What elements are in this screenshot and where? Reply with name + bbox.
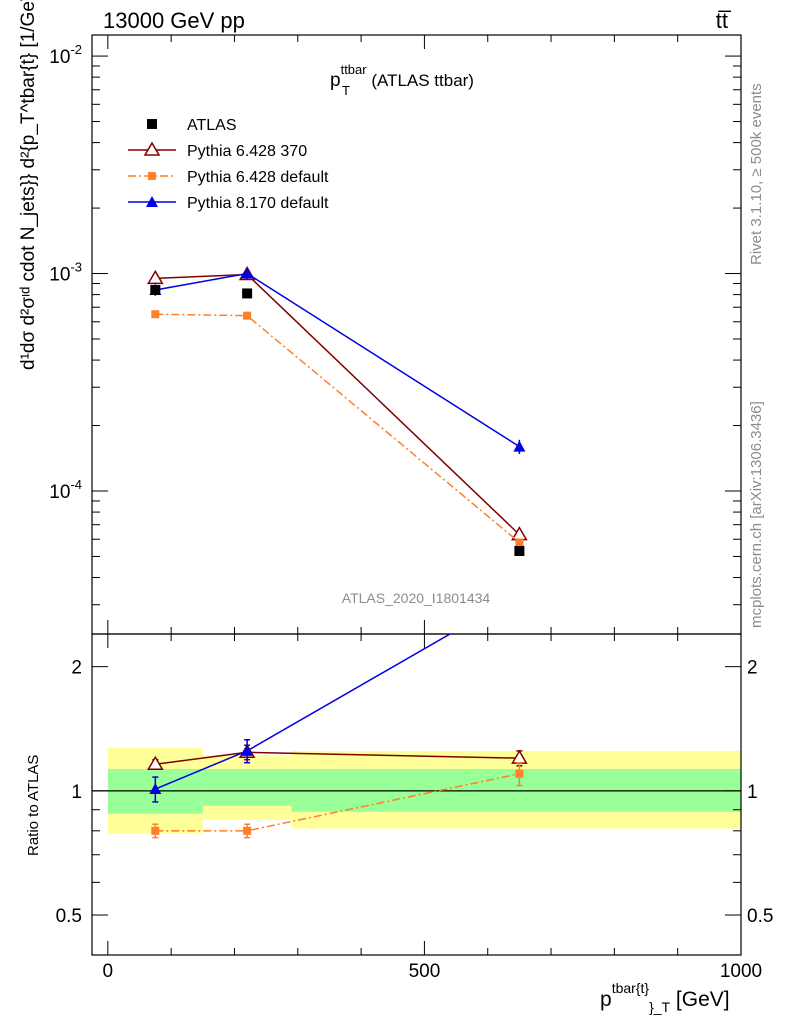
uncertainty-band-green-1 [202,768,292,806]
legend-label: Pythia 6.428 370 [187,143,307,160]
legend: ATLAS Pythia 6.428 370 Pythia 6.428 defaul… [128,117,329,212]
x-axis-label-sub: }_T [649,999,670,1015]
x-axis-label-sup: tbar{t} [612,980,650,996]
ratio-point [243,826,252,835]
ratio-y-tick-label: 1 [71,782,82,803]
data-point [513,440,526,452]
legend-label: Pythia 8.170 default [187,195,329,212]
header-energy: 13000 GeV pp [103,8,245,33]
ratio-y-tick-label-right: 0.5 [747,906,773,927]
series-line [155,313,520,544]
plot-title: pttbar (ATLAS ttbar) [330,62,474,91]
plot-title-main: p [330,70,341,91]
ratio-point [241,744,254,756]
ratio-plot-panel: 0 500 1000 2 2 1 1 0.5 0.5 [56,588,773,982]
legend-marker [147,119,157,129]
legend-entry: Pythia 6.428 default [128,169,329,186]
legend-entry: ATLAS [147,117,237,134]
series-pythia-6-428-default [151,310,524,547]
x-axis-label: ptbar{t} }_T [GeV] [600,980,730,1015]
legend-marker [143,141,161,156]
ratio-series-pythia-8-170-default [149,588,525,803]
series-atlas [150,285,525,556]
x-axis-label-unit: [GeV] [670,988,730,1011]
plot-title-sup: ttbar [341,62,368,77]
data-point [242,288,253,299]
ratio-y-tick-label: 0.5 [56,906,82,927]
main-y-axis-label: d¹dσ d²σᶦᵈ cdot N_jets}} d²{p_T^tbar{t} … [18,0,39,370]
legend-label: ATLAS [187,117,237,134]
header-process: tt̅ [716,8,732,33]
ratio-y-tick-label-right: 2 [747,658,758,679]
ratio-point [149,783,162,795]
y-tick-label: 10-2 [49,42,82,68]
legend-marker [148,172,156,180]
y-tick-label-exp: -2 [70,42,82,57]
data-point [241,267,254,279]
main-series [147,265,528,556]
legend-entry: Pythia 8.170 default [128,195,329,212]
data-point [147,269,164,285]
plot-title-sub: T [342,83,350,98]
mcplots-label: mcplots.cern.ch [arXiv:1306.3436] [748,401,765,628]
x-tick-label: 1000 [720,961,762,982]
ratio-series [147,588,528,839]
ratio-y-axis-label: Ratio to ATLAS [25,755,42,856]
data-point [151,310,160,319]
plot-title-rest: (ATLAS ttbar) [367,71,474,90]
analysis-watermark: ATLAS_2020_I1801434 [342,590,491,606]
y-tick-label-base: 10 [49,265,70,286]
data-point [150,285,161,296]
data-point [243,311,252,320]
y-tick-label-base: 10 [49,482,70,503]
ratio-y-tick-label-right: 1 [747,782,758,803]
data-point [514,545,525,556]
ratio-plot-frame [91,633,742,956]
x-tick-label: 0 [103,961,114,982]
ratio-point [513,588,525,599]
y-tick-label-exp: -3 [70,260,82,275]
legend-entry: Pythia 6.428 370 [128,141,307,160]
ratio-point [147,755,164,771]
series-pythia-6-428-370 [147,265,528,541]
y-tick-label: 10-3 [49,260,82,286]
rivet-label: Rivet 3.1.10, ≥ 500k events [748,83,765,265]
x-tick-label: 500 [409,961,441,982]
series-line [155,273,520,536]
ratio-y-tick-label: 2 [71,658,82,679]
x-axis-label-main: p [600,988,612,1011]
y-tick-label-base: 10 [49,47,70,68]
ratio-point [515,769,524,778]
ratio-point [151,826,160,835]
ratio-series-pythia-6-428-default [151,761,524,839]
data-point [515,538,524,547]
y-tick-label: 10-4 [49,477,82,503]
legend-marker [146,196,158,207]
legend-label: Pythia 6.428 default [187,169,329,186]
y-tick-label-exp: -4 [70,477,82,492]
